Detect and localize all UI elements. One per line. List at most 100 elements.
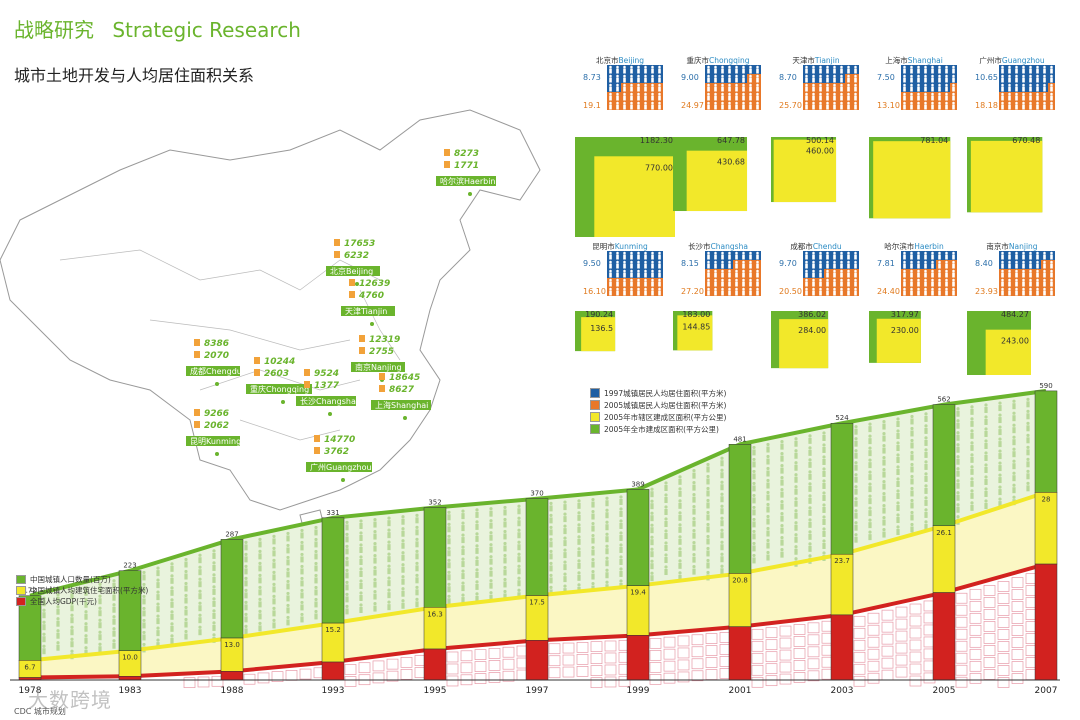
bar-gdp [830,614,854,681]
bar-population [1034,390,1058,493]
map-city-name: 成都Chengdu [190,366,242,376]
label-area: 20.8 [732,576,748,584]
city-panel-changsha: 长沙市Changsha 8.15 27.20 183.00 144.85 [673,241,763,391]
label-area: 10.0 [122,654,138,662]
city-panel-beijing: 北京市Beijing 8.73 19.1 1182.30 770.00 [575,55,675,237]
city-name: 昆明市Kunming [592,242,648,251]
city-panels: 北京市Beijing 8.73 19.1 1182.30 770.00 重庆市Chongq… [575,55,1075,375]
bar-population [423,507,447,608]
watermark: 大数跨境 [28,688,112,712]
map-city-value-a: 12639 [359,279,390,289]
label-area: 19.4 [630,589,646,597]
area-squares: 317.97 230.00 [869,310,921,363]
map-city-value-a: 14770 [324,435,355,445]
built-area-total: 190.24 [585,310,613,319]
legend-top: 1997城镇居民人均居住面积(平方米) 2005城镇居民人均居住面积(平方米) 20… [590,387,726,435]
legend-item-0: 1997城镇居民人均居住面积(平方米) [590,387,726,399]
built-area-district: 243.00 [1001,337,1029,346]
per-capita-1997: 8.40 [975,259,993,268]
people-grid [803,65,859,110]
header-en: Strategic Research [112,18,301,42]
map-city-value-a: 12319 [369,335,400,345]
bar-gdp [423,648,447,681]
map-city-name: 重庆Chongqing [250,384,309,394]
legend-item-2: 全国人均GDP(千元) [16,596,148,607]
map-city-value-b: 2062 [204,421,229,431]
tick-year: 1997 [526,686,549,696]
per-capita-1997: 8.15 [681,259,699,268]
map-city-name: 长沙Changsha [300,396,356,406]
map-city-1: 北京Beijing 17653 6232 [326,239,380,286]
map-city-value-b: 2603 [264,369,289,379]
legend-item-0: 中国城镇人口数量(百万) [16,574,148,585]
tick-year: 2005 [933,686,956,696]
people-grid [705,251,761,296]
per-capita-2005: 23.93 [975,287,998,296]
bar-population [321,517,345,624]
built-area-district: 284.00 [798,326,826,335]
city-panel-nanjing: 南京市Nanjing 8.40 23.93 484.27 243.00 [967,241,1057,391]
map-city-labels: 哈尔滨Haerbin 8273 1771 北京Beijing 17653 6232 天津Ti… [186,149,496,482]
year-bar-1993: 331 15.2 1993 [322,509,345,696]
map-city-value-a: 8386 [204,339,229,349]
person-icon [379,373,385,380]
urbanization-chart: 172 6.7 1978 223 10.0 1983 287 13.0 1988 331 15.2 1… [10,382,1060,696]
built-area-total: 484.27 [1001,310,1029,319]
bar-population [728,444,752,574]
people-grid [607,65,663,110]
per-capita-1997: 7.50 [877,73,895,82]
house-icon [334,251,340,258]
credit-text: CDC 城市规划 [14,707,66,716]
people-grid [999,251,1055,296]
built-area-total: 183.00 [682,310,710,319]
tick-year: 2007 [1035,686,1058,696]
year-bar-2007: 590 28 2007 [1035,382,1058,696]
map-city-value-a: 8273 [454,149,479,159]
people-grid [705,65,761,110]
year-bar-2005: 562 26.1 2005 [933,396,956,696]
area-squares: 670.48 [967,136,1043,213]
bar-gdp [728,626,752,681]
tick-year: 1978 [19,686,42,696]
house-icon [359,347,365,354]
per-capita-2005: 24.40 [877,287,900,296]
person-icon [444,149,450,156]
map-city-name: 哈尔滨Haerbin [440,176,496,186]
map-city-value-b: 4760 [358,291,384,301]
city-panel-tianjin: 天津市Tianjin 8.70 25.70 500.14 460.00 [771,55,861,205]
year-bar-1978: 172 6.7 1978 [19,587,42,696]
city-panel-haerbin: 哈尔滨市Haerbin 7.81 24.40 317.97 230.00 [869,241,959,391]
per-capita-1997: 10.65 [975,73,998,82]
per-capita-1997: 7.81 [877,259,895,268]
map-city-value-b: 2755 [369,347,394,357]
built-area-district: 460.00 [806,147,834,156]
built-area-total: 670.48 [1012,136,1040,145]
year-bar-1995: 352 16.3 1995 [424,499,447,696]
city-name: 天津市Tianjin [792,56,840,65]
house-icon [254,369,260,376]
tick-year: 1983 [119,686,142,696]
bar-population [220,539,244,639]
house-icon [194,421,200,428]
page-subtitle: 城市土地开发与人均居住面积关系 [14,66,255,85]
per-capita-2005: 27.20 [681,287,704,296]
person-icon [314,435,320,442]
label-population: 370 [530,490,543,498]
bar-population [525,498,549,596]
area-squares: 386.02 284.00 [771,310,829,369]
person-icon [359,335,365,342]
city-panel-chendu: 成都市Chendu 9.70 20.50 386.02 284.00 [771,241,861,391]
built-area-total: 1182.30 [640,136,673,145]
per-capita-1997: 9.00 [681,73,699,82]
city-name: 哈尔滨市Haerbin [884,242,944,251]
map-city-4: 重庆Chongqing 10244 2603 [246,357,312,404]
built-area-total: 500.14 [806,136,834,145]
city-name: 广州市Guangzhou [979,56,1045,65]
per-capita-2005: 16.10 [583,287,606,296]
city-name: 长沙市Changsha [688,242,748,251]
bar-gdp [525,640,549,681]
page-header: 战略研究 Strategic Research [14,14,301,43]
map-city-value-b: 1771 [454,161,479,171]
bar-gdp [1034,563,1058,681]
label-population: 172 [23,587,36,595]
